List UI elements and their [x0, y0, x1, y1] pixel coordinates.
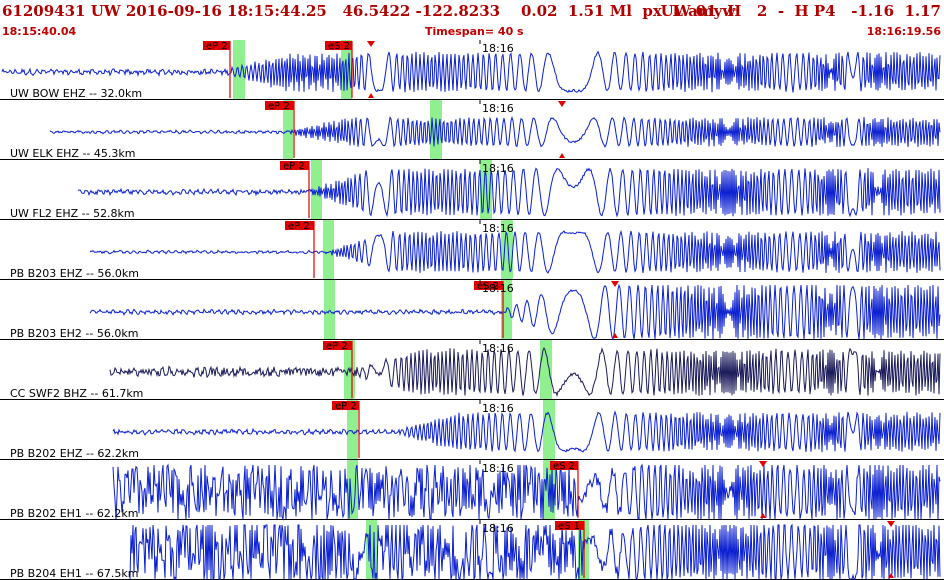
pick-window [311, 160, 322, 219]
channel-label: PB B203 EHZ -- 56.0km [10, 267, 139, 280]
pick-window [283, 100, 293, 159]
waveform-trace [77, 167, 941, 218]
channel-label: PB B203 EH2 -- 56.0km [10, 327, 138, 340]
pick-window [233, 40, 245, 99]
channel-panel[interactable]: eP 2 eS 2 18:16 UW BOW EHZ -- 32.0km [0, 40, 944, 100]
waveform-trace [89, 283, 941, 341]
amplitude-marker [367, 41, 375, 47]
amplitude-marker [559, 153, 565, 158]
channel-label: PB B202 EH1 -- 62.2km [10, 507, 138, 520]
amplitude-marker [887, 521, 895, 527]
pick-label: eS 2 [477, 281, 499, 292]
channel-panel[interactable]: eP 2 18:16 PB B203 EHZ -- 56.0km [0, 220, 944, 280]
channel-panel[interactable]: eP 2 18:16 UW FL2 EHZ -- 52.8km [0, 160, 944, 220]
waveform-trace [112, 463, 941, 521]
pick-window [347, 460, 358, 519]
time-marker-label: 18:16 [482, 102, 514, 115]
waveform-trace [49, 115, 941, 149]
waveform-trace [129, 523, 941, 580]
timespan: Timespan= 40 s [425, 25, 524, 38]
channel-label: PB B204 EH1 -- 67.5km [10, 567, 138, 580]
time-marker-label: 18:16 [482, 282, 514, 295]
time-marker-label: 18:16 [482, 522, 514, 535]
channel-panel[interactable]: eS 218:16 PB B203 EH2 -- 56.0km [0, 280, 944, 341]
time-marker-label: 18:16 [482, 222, 514, 235]
pick-window [430, 100, 442, 159]
channel-label: UW ELK EHZ -- 45.3km [10, 147, 135, 160]
pick-window [324, 280, 335, 339]
waveform-trace [109, 347, 941, 398]
channel-panel[interactable]: eS 1 18:16 PB B204 EH1 -- 67.5km [0, 520, 944, 580]
end-time: 18:16:19.56 [866, 25, 941, 38]
pick-window [323, 220, 334, 279]
amplitude-marker [558, 101, 566, 107]
waveform-trace [89, 229, 941, 274]
pick-window [366, 520, 377, 579]
pick-label: eS 2 [328, 41, 350, 52]
pick-label: eP 2 [335, 401, 357, 412]
pick-label: eS 2 [553, 461, 575, 472]
event-title: 61209431 UW 2016-09-16 18:15:44.25 46.54… [2, 2, 736, 20]
pick-flag[interactable] [332, 401, 359, 410]
waveform-trace [1, 50, 941, 93]
start-time: 18:15:40.04 [2, 25, 77, 38]
pick-flag[interactable] [474, 281, 503, 290]
pick-label: eS 1 [558, 521, 580, 532]
time-marker-label: 18:16 [482, 342, 514, 355]
pick-flag[interactable] [550, 461, 578, 470]
pick-flag[interactable] [325, 41, 352, 50]
channel-panel[interactable]: eP 2 18:16 CC SWF2 BHZ -- 61.7km [0, 340, 944, 400]
pick-flag[interactable] [323, 341, 352, 350]
channel-label: PB B202 EHZ -- 62.2km [10, 447, 139, 460]
amplitude-marker [759, 461, 767, 467]
time-marker-label: 18:16 [482, 42, 514, 55]
pick-flag[interactable] [265, 101, 294, 110]
pick-label: eP 2 [206, 41, 228, 52]
pick-flag[interactable] [203, 41, 230, 50]
amplitude-marker [611, 281, 619, 287]
pick-window [347, 400, 358, 459]
time-marker-label: 18:16 [482, 462, 514, 475]
pick-flag[interactable] [280, 161, 309, 170]
amplitude-marker [368, 93, 374, 98]
amplitude-marker [760, 513, 766, 518]
channel-label: CC SWF2 BHZ -- 61.7km [10, 387, 143, 400]
pick-label: eP 2 [283, 161, 305, 172]
pick-flag[interactable] [285, 221, 314, 230]
channel-label: UW FL2 EHZ -- 52.8km [10, 207, 135, 220]
channel-panel[interactable]: eP 2 18:16 PB B202 EHZ -- 62.2km [0, 400, 944, 460]
pick-window [540, 340, 552, 399]
amplitude-marker [612, 333, 618, 338]
time-marker-label: 18:16 [482, 402, 514, 415]
pick-flag[interactable] [555, 521, 584, 530]
waveform-trace [112, 410, 941, 453]
event-header: 61209431 UW 2016-09-16 18:15:44.25 46.54… [0, 0, 944, 40]
channel-panel[interactable]: eP 2 18:16 UW ELK EHZ -- 45.3km [0, 100, 944, 160]
pick-label: eP 2 [288, 221, 310, 232]
event-values: UW 01 H 2 - H P4 -1.16 1.17 [660, 2, 941, 20]
amplitude-marker [888, 573, 894, 578]
pick-label: eP 2 [268, 101, 290, 112]
time-marker-label: 18:16 [482, 162, 514, 175]
channel-panel[interactable]: eS 2 18:16 PB B202 EH1 -- 62.2km [0, 460, 944, 521]
channel-label: UW BOW EHZ -- 32.0km [10, 87, 142, 100]
pick-label: eP 2 [326, 341, 348, 352]
